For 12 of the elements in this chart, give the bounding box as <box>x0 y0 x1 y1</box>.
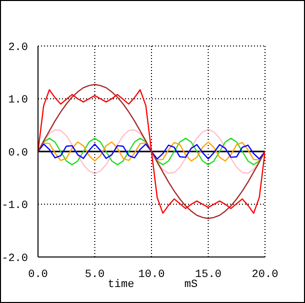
x-tick-label: 15.0 <box>195 268 222 281</box>
x-tick-label: 0.0 <box>28 268 48 281</box>
x-tick-label: 10.0 <box>138 268 165 281</box>
text: mS <box>183 279 199 291</box>
y-tick-label: -2.0 <box>2 252 28 265</box>
x-axis-title: time <box>106 279 136 291</box>
y-tick-label: -1.0 <box>2 200 28 212</box>
x-tick-label: 20.0 <box>252 268 278 281</box>
x-tick-label: 5.0 <box>84 268 105 281</box>
y-tick-label: 2.0 <box>8 42 28 54</box>
y-tick-label: 1.0 <box>8 94 28 107</box>
y-tick-label: 0.0 <box>8 147 28 160</box>
